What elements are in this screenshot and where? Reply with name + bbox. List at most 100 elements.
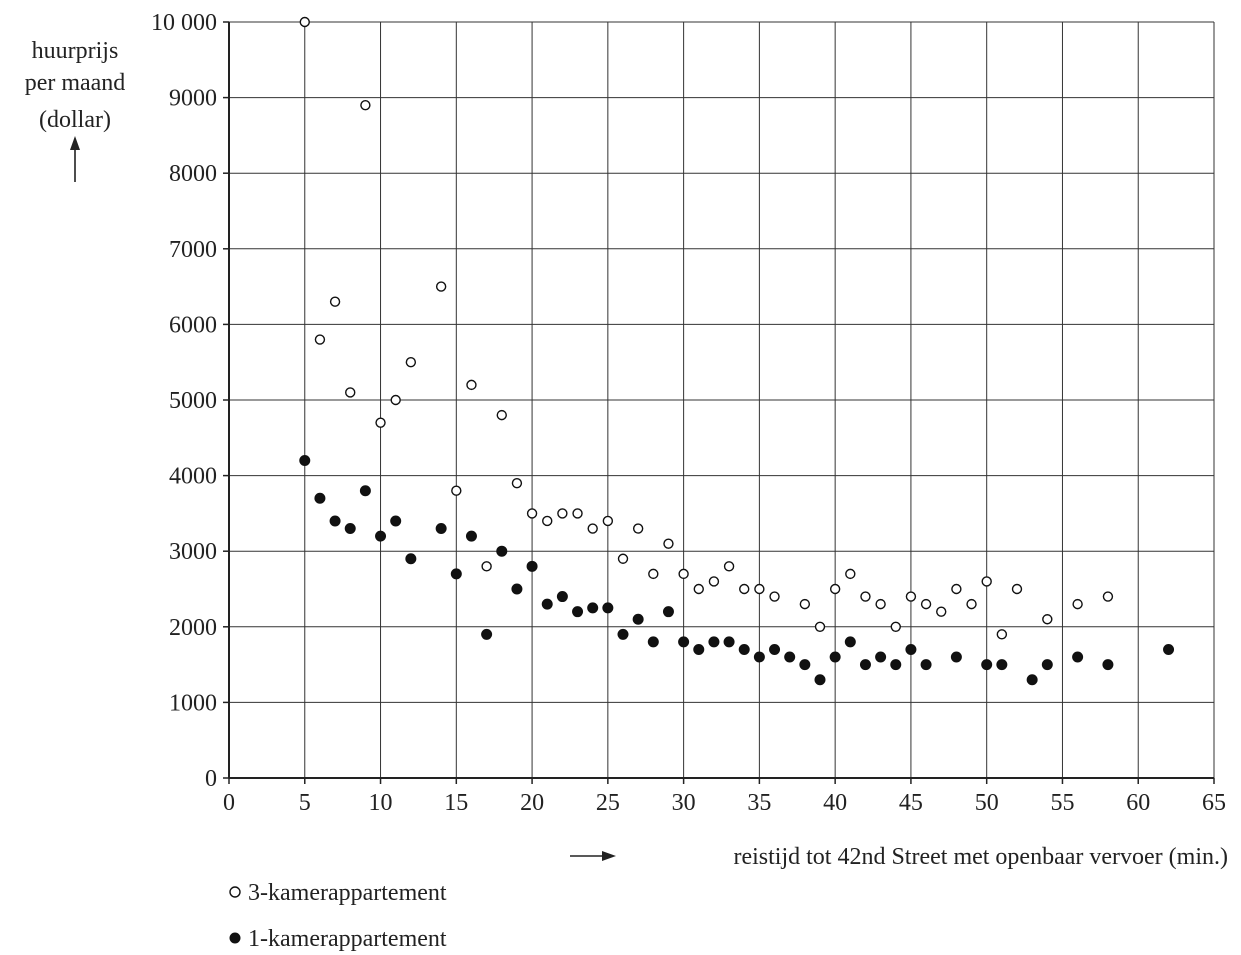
y-tick-label: 1000 — [169, 690, 217, 716]
data-point-3-kamer — [693, 583, 704, 595]
data-point-3-kamer — [496, 409, 507, 421]
data-point-3-kamer — [375, 417, 386, 428]
data-point-1-kamer — [647, 636, 659, 648]
x-axis-arrow-icon — [570, 851, 616, 861]
data-point-3-kamer — [1011, 583, 1023, 595]
y-tick-label: 10 000 — [151, 10, 217, 36]
data-point-1-kamer — [465, 530, 477, 542]
data-point-3-kamer — [329, 296, 341, 307]
legend: 3-kamerappartement 1-kamerappartement — [229, 880, 447, 952]
tick-labels: 0 5 10 15 20 25 30 35 40 45 50 55 60 65 0 1000 2000 3000 4… — [151, 10, 1226, 816]
x-tick-label: 65 — [1202, 790, 1226, 816]
data-point-1-kamer — [314, 492, 326, 504]
data-point-1-kamer — [875, 651, 887, 663]
y-axis-label-line-2: per maand — [25, 70, 126, 96]
data-point-3-kamer — [572, 508, 583, 519]
data-point-3-kamer — [708, 576, 720, 587]
data-point-1-kamer — [1072, 651, 1084, 663]
data-point-1-kamer — [435, 523, 447, 535]
data-point-3-kamer — [723, 561, 735, 572]
y-axis-label-line-1: huurprijs — [32, 38, 119, 64]
data-point-1-kamer — [662, 606, 674, 618]
data-point-1-kamer — [890, 659, 902, 671]
data-point-1-kamer — [390, 515, 402, 527]
y-tick-label: 8000 — [169, 161, 217, 187]
data-point-3-kamer — [299, 16, 310, 28]
data-point-1-kamer — [602, 602, 614, 614]
data-point-1-kamer — [738, 643, 750, 655]
data-point-3-kamer — [466, 379, 477, 391]
data-point-1-kamer — [753, 651, 765, 663]
data-point-1-kamer — [617, 628, 629, 640]
data-point-3-kamer — [981, 576, 992, 587]
data-point-3-kamer — [678, 568, 689, 580]
data-point-1-kamer — [481, 628, 493, 640]
data-point-1-kamer — [587, 602, 599, 614]
data-point-3-kamer — [314, 334, 326, 345]
data-point-1-kamer — [784, 651, 796, 663]
data-point-1-kamer — [905, 643, 917, 655]
data-point-3-kamer — [511, 477, 523, 489]
data-point-1-kamer — [769, 643, 781, 655]
x-tick-label: 15 — [444, 790, 468, 816]
x-axis-label: reistijd tot 42nd Street met openbaar ve… — [733, 844, 1228, 870]
data-point-3-kamer — [829, 583, 841, 595]
y-arrow-head — [70, 136, 80, 150]
y-axis-arrow-icon — [70, 136, 80, 182]
legend-marker-open-circle — [229, 886, 241, 898]
x-tick-label: 45 — [899, 790, 923, 816]
y-tick-label: 4000 — [169, 464, 217, 490]
y-tick-label: 2000 — [169, 615, 217, 641]
data-point-1-kamer — [496, 545, 508, 557]
data-point-1-kamer — [1026, 674, 1038, 686]
data-point-1-kamer — [632, 613, 644, 625]
data-point-1-kamer — [1041, 659, 1053, 671]
data-point-3-kamer — [875, 598, 886, 610]
data-point-3-kamer — [905, 591, 917, 602]
y-axis-label-line-3: (dollar) — [39, 107, 111, 133]
data-point-1-kamer — [1102, 659, 1114, 671]
data-point-3-kamer — [360, 99, 371, 111]
data-point-3-kamer — [345, 387, 356, 398]
data-point-3-kamer — [951, 583, 962, 595]
data-point-1-kamer — [556, 591, 568, 603]
x-tick-label: 0 — [223, 790, 235, 816]
data-point-1-kamer — [526, 560, 538, 572]
data-point-1-kamer — [329, 515, 341, 527]
data-point-1-kamer — [814, 674, 826, 686]
data-point-3-kamer — [966, 598, 977, 610]
x-tick-label: 30 — [672, 790, 696, 816]
data-point-3-kamer — [451, 485, 462, 496]
data-point-3-kamer — [542, 515, 553, 527]
data-point-3-kamer — [845, 568, 856, 580]
data-points — [299, 16, 1175, 686]
data-point-1-kamer — [708, 636, 720, 648]
data-point-1-kamer — [375, 530, 387, 542]
legend-marker-filled-circle — [229, 932, 241, 944]
y-tick-label: 9000 — [169, 86, 217, 112]
data-point-1-kamer — [981, 659, 993, 671]
data-point-3-kamer — [587, 523, 598, 534]
data-point-1-kamer — [829, 651, 841, 663]
data-point-1-kamer — [299, 454, 311, 466]
grid — [229, 21, 1215, 778]
data-point-3-kamer — [1102, 591, 1114, 602]
x-tick-label: 35 — [747, 790, 771, 816]
data-point-3-kamer — [739, 583, 750, 595]
data-point-3-kamer — [405, 357, 417, 368]
data-point-1-kamer — [572, 606, 584, 618]
y-tick-label: 0 — [205, 766, 217, 792]
data-point-1-kamer — [723, 636, 735, 648]
data-point-3-kamer — [920, 598, 932, 610]
legend-label-1-kamer: 1-kamerappartement — [248, 926, 447, 952]
data-point-3-kamer — [557, 508, 568, 519]
x-arrow-head — [602, 851, 616, 861]
data-point-3-kamer — [1042, 614, 1053, 625]
data-point-1-kamer — [693, 643, 705, 655]
data-point-3-kamer — [632, 523, 644, 534]
y-tick-label: 6000 — [169, 312, 217, 338]
data-point-3-kamer — [526, 508, 538, 519]
data-point-3-kamer — [769, 591, 780, 602]
x-tick-label: 10 — [369, 790, 393, 816]
